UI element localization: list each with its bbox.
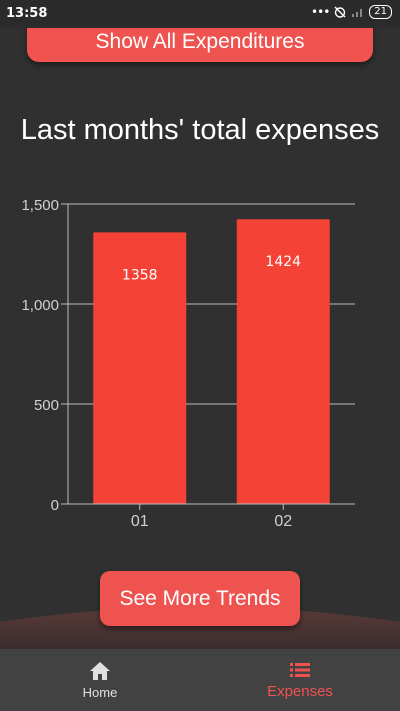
chart-title: Last months' total expenses <box>20 114 380 146</box>
nav-label-home: Home <box>82 684 118 700</box>
x-tick-label: 01 <box>131 513 149 530</box>
alarm-off-icon <box>333 5 347 19</box>
home-icon <box>89 661 111 681</box>
y-tick-label: 1,500 <box>21 197 59 214</box>
nav-item-home[interactable]: Home <box>0 649 200 711</box>
list-icon <box>289 661 311 679</box>
bar-data-label: 1424 <box>265 254 301 270</box>
nav-item-expenses[interactable]: Expenses <box>200 649 400 711</box>
signal-icon <box>351 6 365 18</box>
bar <box>236 219 330 504</box>
bottom-navigation: Home Expenses <box>0 649 400 711</box>
notification-dots: ••• <box>311 5 330 19</box>
status-time: 13:58 <box>6 6 48 21</box>
y-tick-label: 0 <box>51 497 59 514</box>
y-tick-label: 1,000 <box>21 297 59 314</box>
expenses-bar-chart: 0 500 1,000 1,500 1358 01 1424 02 <box>21 197 355 530</box>
bar-data-label: 1358 <box>122 267 158 283</box>
status-bar: 13:58 ••• 21 <box>0 0 400 28</box>
status-icons: ••• 21 <box>311 5 392 19</box>
x-tick-label: 02 <box>274 513 292 530</box>
see-more-trends-button[interactable]: See More Trends <box>100 571 300 626</box>
y-tick-label: 500 <box>34 397 59 414</box>
bar <box>93 232 187 504</box>
battery-icon: 21 <box>369 5 392 19</box>
nav-label-expenses: Expenses <box>267 682 333 700</box>
